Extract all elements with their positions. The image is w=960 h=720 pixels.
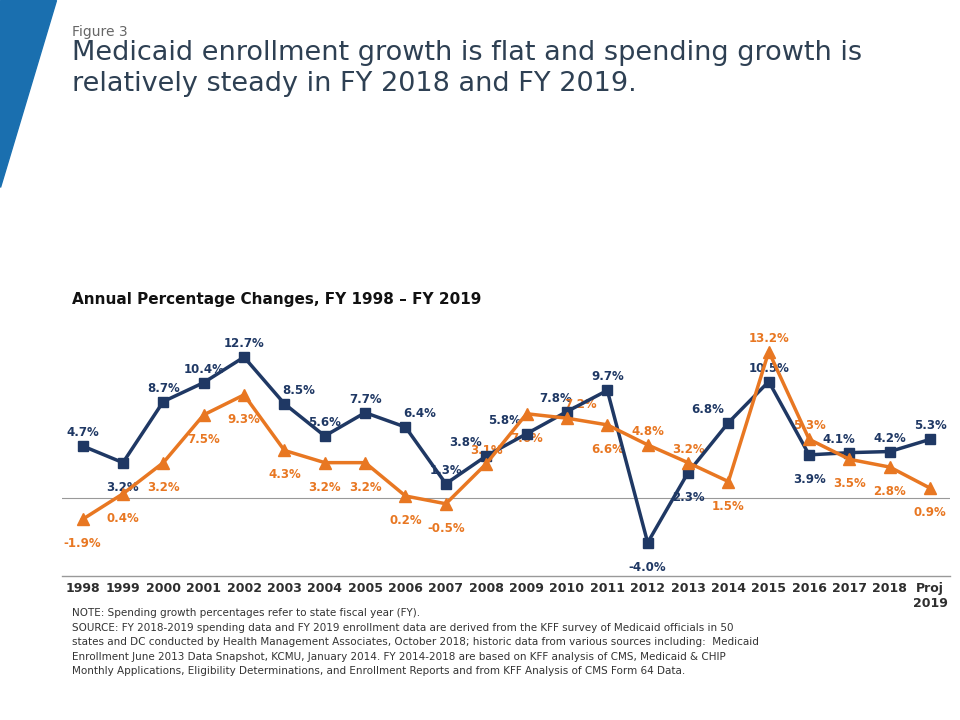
Text: 5.3%: 5.3%: [914, 419, 947, 433]
Text: 4.3%: 4.3%: [268, 469, 300, 482]
Text: 5.8%: 5.8%: [488, 414, 520, 427]
Text: -1.9%: -1.9%: [63, 537, 102, 550]
Text: 3.2%: 3.2%: [672, 443, 705, 456]
Text: 6.8%: 6.8%: [691, 402, 724, 415]
Text: 0.2%: 0.2%: [389, 514, 421, 527]
Text: 12.7%: 12.7%: [224, 337, 264, 350]
Text: 5.3%: 5.3%: [793, 419, 826, 433]
Text: Medicaid enrollment growth is flat and spending growth is
relatively steady in F: Medicaid enrollment growth is flat and s…: [72, 40, 862, 96]
Text: 7.7%: 7.7%: [348, 392, 381, 405]
Text: 0.4%: 0.4%: [107, 512, 139, 525]
Text: 3.5%: 3.5%: [833, 477, 866, 490]
Text: 3.9%: 3.9%: [793, 473, 826, 486]
Text: 6.6%: 6.6%: [590, 443, 624, 456]
Text: 4.1%: 4.1%: [822, 433, 854, 446]
Text: HENRY J KAISER
FAMILY FOUNDATION: HENRY J KAISER FAMILY FOUNDATION: [823, 688, 891, 702]
Text: 7.2%: 7.2%: [564, 398, 597, 411]
Text: 9.7%: 9.7%: [591, 371, 624, 384]
Text: 3.8%: 3.8%: [449, 436, 482, 449]
Text: 3.2%: 3.2%: [107, 481, 139, 494]
Legend: Total Medicaid Spending, Medicaid Enrollment: Total Medicaid Spending, Medicaid Enroll…: [194, 320, 766, 338]
Text: 0.9%: 0.9%: [914, 506, 947, 519]
Text: 3.2%: 3.2%: [348, 481, 381, 494]
Text: KFF: KFF: [821, 645, 893, 678]
Text: NOTE: Spending growth percentages refer to state fiscal year (FY).
SOURCE: FY 20: NOTE: Spending growth percentages refer …: [72, 608, 758, 676]
Text: 3.2%: 3.2%: [147, 481, 180, 494]
Text: 10.4%: 10.4%: [183, 363, 224, 376]
Text: Annual Percentage Changes, FY 1998 – FY 2019: Annual Percentage Changes, FY 1998 – FY …: [72, 292, 481, 307]
Text: 1.5%: 1.5%: [712, 500, 745, 513]
Text: 3.1%: 3.1%: [469, 444, 502, 456]
Text: 7.6%: 7.6%: [510, 432, 543, 445]
Text: 7.5%: 7.5%: [187, 433, 220, 446]
Text: 4.8%: 4.8%: [632, 425, 664, 438]
Text: -0.5%: -0.5%: [427, 522, 465, 535]
Text: Figure 3: Figure 3: [72, 25, 128, 39]
Text: 5.6%: 5.6%: [308, 416, 341, 429]
Text: 4.7%: 4.7%: [66, 426, 99, 439]
Text: 1.3%: 1.3%: [429, 464, 462, 477]
Text: 13.2%: 13.2%: [749, 332, 789, 345]
Text: 3.2%: 3.2%: [308, 481, 341, 494]
Text: 6.4%: 6.4%: [403, 407, 436, 420]
Text: 2.3%: 2.3%: [672, 491, 705, 504]
Text: 7.8%: 7.8%: [540, 392, 572, 405]
Text: 8.7%: 8.7%: [147, 382, 180, 395]
Text: 8.5%: 8.5%: [282, 384, 315, 397]
Text: -4.0%: -4.0%: [629, 561, 666, 574]
Text: 9.3%: 9.3%: [228, 413, 260, 426]
Text: 2.8%: 2.8%: [874, 485, 906, 498]
Text: 4.2%: 4.2%: [874, 431, 906, 444]
Text: 10.5%: 10.5%: [749, 361, 789, 374]
